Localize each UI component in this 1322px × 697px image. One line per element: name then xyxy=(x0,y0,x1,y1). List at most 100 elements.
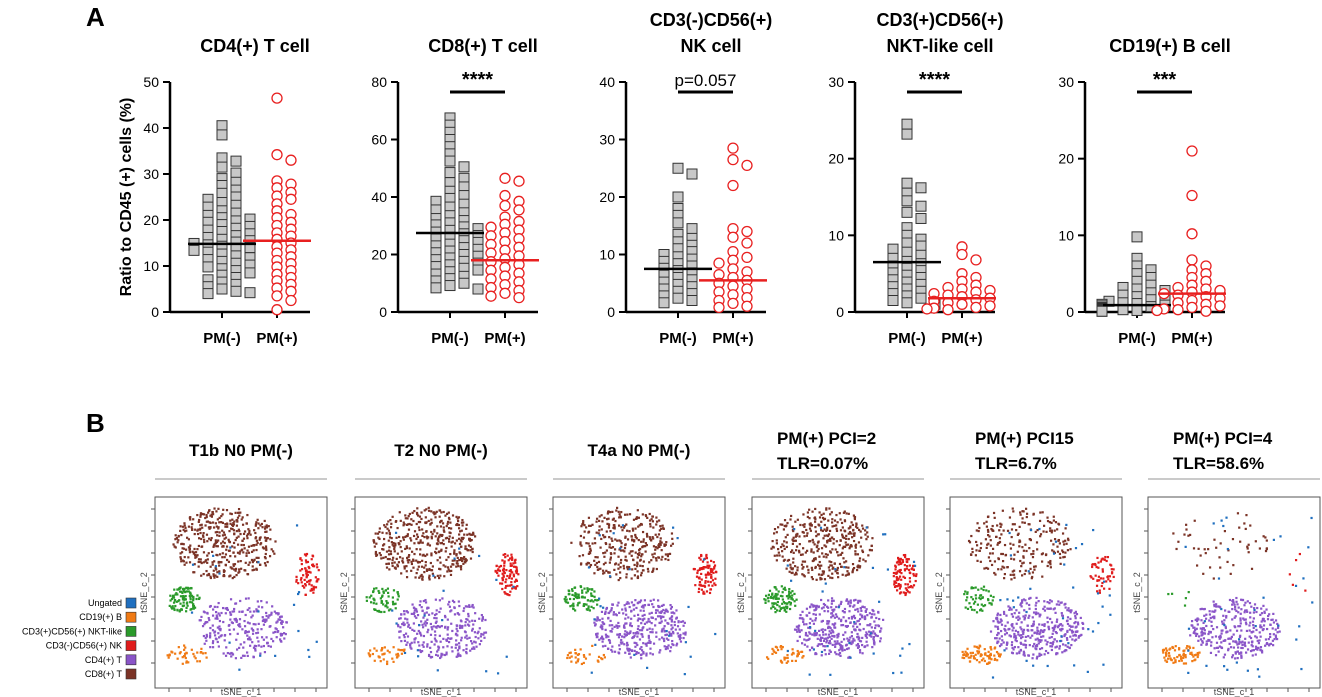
tsne-cell-cd4t xyxy=(230,651,233,655)
tsne-cell-ungated xyxy=(394,531,398,534)
tsne-cell-cd4t xyxy=(679,633,682,637)
tsne-cell-cd3cd56nktlike xyxy=(386,587,390,590)
tsne-cell-cd8t xyxy=(202,513,206,516)
tsne-cell-cd4t xyxy=(829,632,833,635)
tsne-cell-cd8t xyxy=(671,542,674,545)
tsne-cell-cd19b xyxy=(392,660,395,663)
tsne-cell-cd8t xyxy=(410,560,413,563)
tsne-cell-cd4t xyxy=(421,650,424,653)
tsne-cell-cd8t xyxy=(820,529,823,532)
tsne-cell-cd3cd56nk xyxy=(1112,575,1115,579)
tsne-cell-cd8t xyxy=(372,540,376,543)
tsne-cell-cd4t xyxy=(218,636,221,639)
tsne-cell-cd4t xyxy=(251,632,255,635)
tsne-cell-cd3cd56nktlike xyxy=(769,595,773,599)
tsne-cell-cd8t xyxy=(656,535,659,539)
tsne-cell-cd8t xyxy=(771,545,774,548)
tsne-cell-cd8t xyxy=(397,542,400,545)
tsne-cell-cd3cd56nk xyxy=(314,576,317,579)
tsne-cell-cd4t xyxy=(418,644,421,647)
tsne-cell-cd8t xyxy=(464,561,467,564)
tsne-cell-cd8t xyxy=(250,558,254,562)
tsne-cell-cd4t xyxy=(641,604,645,607)
tsne-cell-cd3cd56nktlike xyxy=(789,591,792,594)
tsne-cell-cd4t xyxy=(657,604,660,608)
tsne-cell-cd4t xyxy=(434,598,437,601)
tsne-cell-cd4t xyxy=(635,652,638,656)
tsne-cell-cd3cd56nktlike xyxy=(991,599,994,602)
tsne-cell-cd8t xyxy=(798,543,801,546)
tsne-cell-cd8t xyxy=(594,542,597,545)
tsne-cell-cd8t xyxy=(251,560,254,564)
tsne-cell-cd4t xyxy=(837,653,840,656)
tsne-cell-cd8t xyxy=(451,559,454,562)
tsne-cell-cd8t xyxy=(803,525,806,528)
tsne-cell-cd4t xyxy=(1033,642,1036,646)
tsne-cell-cd19b xyxy=(368,653,371,656)
tsne-cell-cd8t xyxy=(638,524,641,527)
tsne-cell-cd4t xyxy=(216,640,219,644)
tsne-cell-cd8t xyxy=(851,568,855,571)
tsne-cell-cd4t xyxy=(1054,646,1057,649)
tsne-cell-cd8t xyxy=(207,537,211,540)
tsne-cell-cd4t xyxy=(819,638,822,641)
tsne-cell-cd4t xyxy=(863,606,866,609)
tsne-cell-cd8t xyxy=(468,538,471,541)
tsne-cell-cd8t xyxy=(215,553,218,557)
tsne-cell-cd4t xyxy=(840,600,843,604)
tsne-cell-cd8t xyxy=(453,552,456,555)
tsne-cell-cd8t xyxy=(836,566,839,570)
tsne-cell-cd4t xyxy=(234,657,238,660)
significance-label: **** xyxy=(462,69,493,91)
tsne-cell-cd8t xyxy=(657,533,661,536)
tsne-cell-cd8t xyxy=(430,537,433,540)
tsne-cell-cd4t xyxy=(398,636,401,639)
data-point-pm-neg xyxy=(686,295,698,306)
tsne-cell-cd8t xyxy=(793,539,796,542)
tsne-cell-cd8t xyxy=(1018,539,1021,542)
tsne-cell-cd4t xyxy=(860,615,864,618)
tsne-cell-cd8t xyxy=(220,514,223,518)
tsne-cell-cd4t xyxy=(853,622,856,625)
tsne-cell-cd4t xyxy=(858,636,861,640)
tsne-cell-cd4t xyxy=(864,610,868,613)
tsne-cell-cd8t xyxy=(458,558,461,562)
tsne-cell-cd8t xyxy=(781,543,784,546)
tsne-cell-cd8t xyxy=(650,518,653,521)
tsne-cell-cd8t xyxy=(1052,519,1055,522)
tsne-cell-cd3cd56nktlike xyxy=(586,590,589,593)
tsne-cell-cd8t xyxy=(791,525,794,528)
tsne-cell-cd8t xyxy=(239,550,242,553)
tsne-cell-cd8t xyxy=(805,534,809,537)
tsne-cell-cd4t xyxy=(422,641,425,644)
y-tick-label: 20 xyxy=(371,247,387,263)
tsne-cell-cd8t xyxy=(435,551,438,555)
tsne-cell-cd4t xyxy=(480,613,483,617)
tsne-cell-cd4t xyxy=(807,638,810,641)
tsne-cell-cd8t xyxy=(455,565,458,568)
tsne-cell-cd4t xyxy=(277,613,280,616)
data-point-pm-neg xyxy=(1131,304,1143,316)
tsne-cell-cd3cd56nk xyxy=(299,557,302,560)
tsne-cell-cd4t xyxy=(600,610,604,614)
tsne-cell-cd4t xyxy=(879,629,882,633)
tsne-cell-cd4t xyxy=(633,641,636,644)
tsne-cell-cd4t xyxy=(827,620,831,623)
tsne-cell-cd4t xyxy=(451,599,455,602)
tsne-cell-cd8t xyxy=(605,569,608,572)
tsne-cell-cd4t xyxy=(253,644,256,647)
tsne-cell-cd8t xyxy=(617,524,621,527)
tsne-cell-cd4t xyxy=(246,608,249,611)
tsne-cell-cd8t xyxy=(389,526,393,529)
tsne-cell-cd3cd56nk xyxy=(505,584,508,588)
tsne-cell-ungated xyxy=(819,526,823,529)
tsne-cell-cd8t xyxy=(412,559,415,562)
tsne-cell-cd8t xyxy=(808,540,811,543)
tsne-cell-cd4t xyxy=(1015,639,1018,643)
tsne-cell-cd4t xyxy=(445,639,449,642)
tsne-cell-cd8t xyxy=(779,545,783,549)
tsne-cell-cd3cd56nktlike xyxy=(980,603,983,606)
tsne-cell-cd3cd56nktlike xyxy=(171,596,174,599)
tsne-cell-cd4t xyxy=(472,623,475,626)
tsne-cell-cd4t xyxy=(435,612,438,616)
